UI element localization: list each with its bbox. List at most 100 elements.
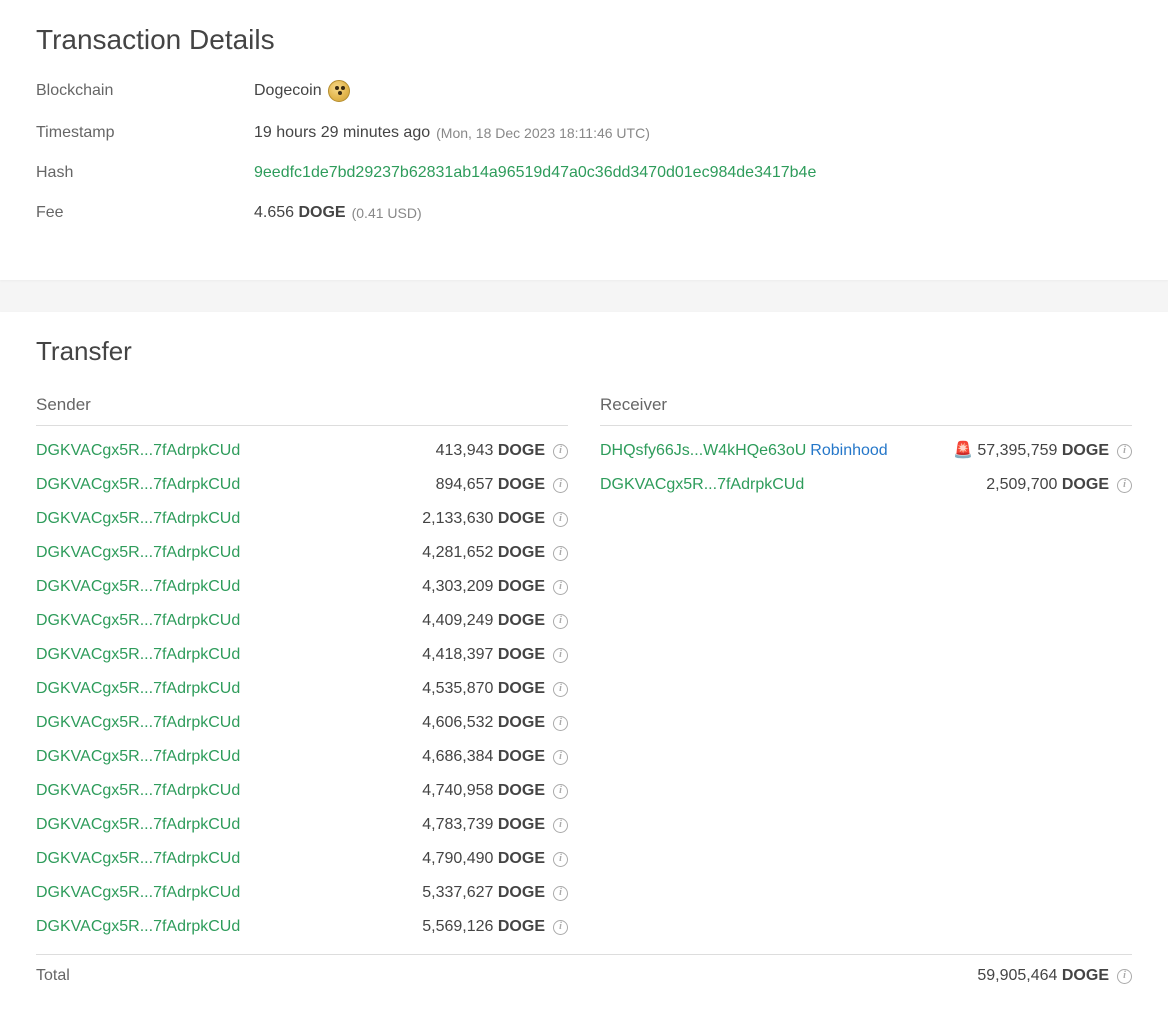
amount: 4,686,384 DOGE: [422, 745, 545, 769]
label-blockchain: Blockchain: [36, 82, 254, 100]
transfer-card: Transfer Sender DGKVACgx5R...7fAdrpkCUd4…: [0, 312, 1168, 1021]
sender-row: DGKVACgx5R...7fAdrpkCUd 4,535,870 DOGE i: [36, 672, 568, 706]
label-fee: Fee: [36, 204, 254, 222]
sender-row: DGKVACgx5R...7fAdrpkCUd 413,943 DOGE i: [36, 434, 568, 468]
info-icon[interactable]: i: [1117, 969, 1132, 984]
address-link[interactable]: DGKVACgx5R...7fAdrpkCUd: [36, 677, 240, 701]
hash-link[interactable]: 9eedfc1de7bd29237b62831ab14a96519d47a0c3…: [254, 164, 816, 182]
detail-row-fee: Fee 4.656 DOGE (0.41 USD): [36, 204, 1132, 222]
info-icon[interactable]: i: [553, 886, 568, 901]
amount: 413,943 DOGE: [436, 439, 545, 463]
sender-row: DGKVACgx5R...7fAdrpkCUd894,657 DOGEi: [36, 468, 568, 502]
alert-icon: 🚨: [953, 439, 973, 463]
amount: 4,740,958 DOGE: [422, 779, 545, 803]
info-icon[interactable]: i: [553, 546, 568, 561]
page-title: Transaction Details: [36, 24, 1132, 56]
info-icon[interactable]: i: [553, 444, 568, 459]
info-icon[interactable]: i: [553, 818, 568, 833]
dogecoin-icon: [328, 80, 350, 102]
amount: 4,535,870 DOGE: [422, 677, 545, 701]
sender-row: DGKVACgx5R...7fAdrpkCUd 4,418,397 DOGE i: [36, 638, 568, 672]
address-link[interactable]: DGKVACgx5R...7fAdrpkCUd: [36, 575, 240, 599]
total-row: Total 59,905,464 DOGE i: [36, 954, 1132, 985]
info-icon[interactable]: i: [553, 478, 568, 493]
detail-row-blockchain: Blockchain Dogecoin: [36, 80, 1132, 102]
address-link[interactable]: DGKVACgx5R...7fAdrpkCUd: [36, 473, 240, 497]
info-icon[interactable]: i: [553, 682, 568, 697]
info-icon[interactable]: i: [553, 580, 568, 595]
transaction-details-card: Transaction Details Blockchain Dogecoin …: [0, 0, 1168, 280]
timestamp-absolute: (Mon, 18 Dec 2023 18:11:46 UTC): [436, 125, 650, 141]
label-hash: Hash: [36, 164, 254, 182]
receiver-row: DHQsfy66Js...W4kHQe63oU Robinhood 🚨57,395…: [600, 434, 1132, 468]
address-link[interactable]: DHQsfy66Js...W4kHQe63oU: [600, 439, 806, 463]
info-icon[interactable]: i: [553, 716, 568, 731]
blockchain-name: Dogecoin: [254, 82, 322, 100]
amount: 5,337,627 DOGE: [422, 881, 545, 905]
transfer-title: Transfer: [36, 336, 1132, 367]
address-link[interactable]: DGKVACgx5R...7fAdrpkCUd: [36, 711, 240, 735]
info-icon[interactable]: i: [553, 852, 568, 867]
sender-row: DGKVACgx5R...7fAdrpkCUd 4,303,209 DOGE i: [36, 570, 568, 604]
timestamp-relative: 19 hours 29 minutes ago: [254, 124, 430, 142]
value-blockchain: Dogecoin: [254, 80, 350, 102]
amount: 4,303,209 DOGE: [422, 575, 545, 599]
amount: 4,409,249 DOGE: [422, 609, 545, 633]
fee-amount: 4.656 DOGE: [254, 204, 346, 222]
address-link[interactable]: DGKVACgx5R...7fAdrpkCUd: [36, 847, 240, 871]
amount: 4,790,490 DOGE: [422, 847, 545, 871]
sender-row: DGKVACgx5R...7fAdrpkCUd 4,783,739 DOGE i: [36, 808, 568, 842]
address-link[interactable]: DGKVACgx5R...7fAdrpkCUd: [36, 643, 240, 667]
amount: 4,606,532 DOGE: [422, 711, 545, 735]
address-link[interactable]: DGKVACgx5R...7fAdrpkCUd: [36, 541, 240, 565]
address-link[interactable]: DGKVACgx5R...7fAdrpkCUd: [36, 779, 240, 803]
amount: 57,395,759 DOGE: [977, 439, 1109, 463]
sender-row: DGKVACgx5R...7fAdrpkCUd 4,790,490 DOGE i: [36, 842, 568, 876]
sender-row: DGKVACgx5R...7fAdrpkCUd 4,409,249 DOGE i: [36, 604, 568, 638]
total-label: Total: [36, 967, 70, 985]
receiver-column: Receiver DHQsfy66Js...W4kHQe63oU Robinho…: [600, 395, 1132, 944]
sender-row: DGKVACgx5R...7fAdrpkCUd 2,133,630 DOGE i: [36, 502, 568, 536]
receiver-row: DGKVACgx5R...7fAdrpkCUd 2,509,700 DOGE i: [600, 468, 1132, 502]
detail-row-hash: Hash 9eedfc1de7bd29237b62831ab14a96519d4…: [36, 164, 1132, 182]
info-icon[interactable]: i: [1117, 444, 1132, 459]
address-link[interactable]: DGKVACgx5R...7fAdrpkCUd: [36, 609, 240, 633]
amount: 2,509,700 DOGE: [986, 473, 1109, 497]
sender-row: DGKVACgx5R...7fAdrpkCUd 4,740,958 DOGE i: [36, 774, 568, 808]
info-icon[interactable]: i: [553, 784, 568, 799]
amount: 5,569,126 DOGE: [422, 915, 545, 939]
address-link[interactable]: DGKVACgx5R...7fAdrpkCUd: [36, 439, 240, 463]
amount: 4,783,739 DOGE: [422, 813, 545, 837]
label-timestamp: Timestamp: [36, 124, 254, 142]
sender-header: Sender: [36, 395, 568, 426]
detail-row-timestamp: Timestamp 19 hours 29 minutes ago (Mon, …: [36, 124, 1132, 142]
transfer-columns: Sender DGKVACgx5R...7fAdrpkCUd 413,943 DO…: [36, 395, 1132, 944]
fee-usd: (0.41 USD): [352, 205, 422, 221]
sender-column: Sender DGKVACgx5R...7fAdrpkCUd 413,943 DO…: [36, 395, 568, 944]
info-icon[interactable]: i: [553, 614, 568, 629]
address-link[interactable]: DGKVACgx5R...7fAdrpkCUd: [36, 813, 240, 837]
value-hash: 9eedfc1de7bd29237b62831ab14a96519d47a0c3…: [254, 164, 816, 182]
info-icon[interactable]: i: [553, 920, 568, 935]
info-icon[interactable]: i: [1117, 478, 1132, 493]
info-icon[interactable]: i: [553, 648, 568, 663]
sender-row: DGKVACgx5R...7fAdrpkCUd4,281,652 DOGEi: [36, 536, 568, 570]
address-link[interactable]: DGKVACgx5R...7fAdrpkCUd: [36, 507, 240, 531]
info-icon[interactable]: i: [553, 750, 568, 765]
address-link[interactable]: DGKVACgx5R...7fAdrpkCUd: [36, 881, 240, 905]
address-link[interactable]: DGKVACgx5R...7fAdrpkCUd: [36, 915, 240, 939]
receiver-header: Receiver: [600, 395, 1132, 426]
address-link[interactable]: DGKVACgx5R...7fAdrpkCUd: [36, 745, 240, 769]
amount: 4,418,397 DOGE: [422, 643, 545, 667]
sender-row: DGKVACgx5R...7fAdrpkCUd 4,606,532 DOGE i: [36, 706, 568, 740]
value-fee: 4.656 DOGE (0.41 USD): [254, 204, 422, 222]
sender-row: DGKVACgx5R...7fAdrpkCUd 4,686,384 DOGE i: [36, 740, 568, 774]
owner-link[interactable]: Robinhood: [810, 439, 887, 463]
total-amount: 59,905,464 DOGE: [977, 967, 1109, 985]
value-timestamp: 19 hours 29 minutes ago (Mon, 18 Dec 202…: [254, 124, 650, 142]
sender-row: DGKVACgx5R...7fAdrpkCUd 5,569,126 DOGE i: [36, 910, 568, 944]
address-link[interactable]: DGKVACgx5R...7fAdrpkCUd: [600, 473, 804, 497]
sender-row: DGKVACgx5R...7fAdrpkCUd 5,337,627 DOGE i: [36, 876, 568, 910]
amount: 2,133,630 DOGE: [422, 507, 545, 531]
info-icon[interactable]: i: [553, 512, 568, 527]
